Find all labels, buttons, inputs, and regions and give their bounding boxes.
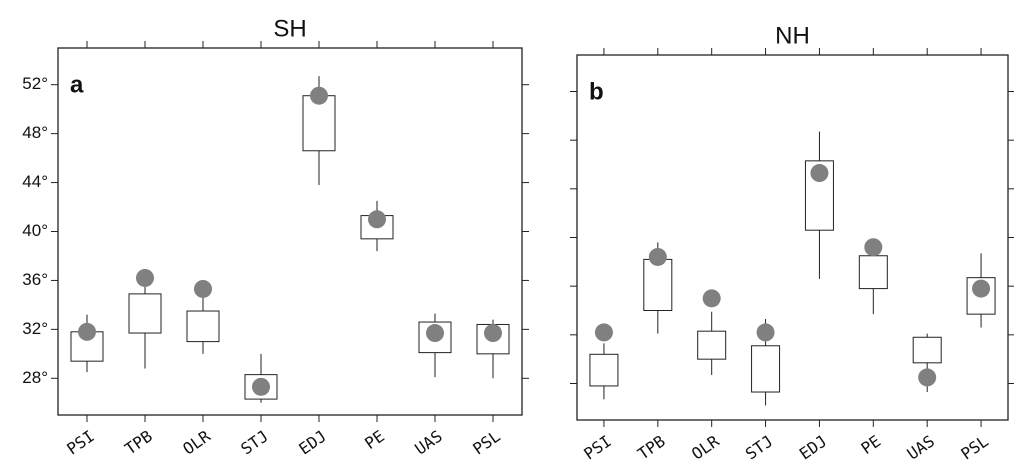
box bbox=[643, 258, 673, 311]
x-tick-label: EDJ bbox=[295, 426, 330, 458]
x-tick-label: UAS bbox=[903, 431, 938, 463]
box bbox=[302, 95, 336, 152]
x-tick-label: PSI bbox=[580, 431, 615, 463]
y-tick-label: 44° bbox=[22, 172, 48, 191]
box bbox=[858, 255, 888, 290]
marker bbox=[310, 86, 328, 105]
x-tick-label: PE bbox=[858, 431, 885, 458]
y-tick-label: 48° bbox=[22, 123, 48, 142]
box bbox=[697, 330, 727, 360]
marker bbox=[648, 247, 667, 266]
chart-title: NH bbox=[775, 22, 810, 49]
x-tick-label: TPB bbox=[634, 431, 669, 463]
x-tick-label: EDJ bbox=[796, 431, 831, 463]
x-tick-label: OLR bbox=[179, 426, 214, 458]
box bbox=[751, 345, 781, 393]
marker bbox=[252, 377, 270, 396]
panel-label: b bbox=[589, 78, 604, 105]
marker bbox=[368, 210, 386, 229]
box bbox=[912, 336, 942, 364]
marker bbox=[78, 322, 96, 341]
x-tick-label: PE bbox=[361, 426, 388, 453]
box bbox=[186, 310, 220, 343]
marker bbox=[918, 368, 937, 387]
y-tick-label: 32° bbox=[22, 319, 48, 338]
y-tick-label: 28° bbox=[22, 368, 48, 387]
plot-frame bbox=[57, 47, 523, 416]
x-tick-label: STJ bbox=[237, 426, 272, 458]
marker bbox=[972, 279, 991, 298]
marker bbox=[136, 268, 154, 287]
marker bbox=[484, 324, 502, 343]
y-tick-label: 36° bbox=[22, 270, 48, 289]
box bbox=[589, 353, 619, 387]
panel-label: a bbox=[70, 71, 84, 98]
marker bbox=[426, 324, 444, 343]
marker bbox=[594, 323, 613, 342]
marker bbox=[756, 323, 775, 342]
x-tick-label: PSL bbox=[469, 426, 504, 458]
x-tick-label: PSL bbox=[957, 431, 992, 463]
x-tick-label: UAS bbox=[411, 426, 446, 458]
plot-frame bbox=[576, 54, 1009, 421]
y-tick-label: 52° bbox=[22, 74, 48, 93]
x-tick-label: PSI bbox=[63, 426, 98, 458]
marker bbox=[864, 238, 883, 257]
y-tick-label: 40° bbox=[22, 221, 48, 240]
chart-title: SH bbox=[273, 15, 306, 42]
x-tick-label: STJ bbox=[742, 431, 777, 463]
marker bbox=[194, 279, 212, 298]
marker bbox=[810, 164, 829, 183]
box bbox=[128, 293, 162, 334]
x-tick-label: OLR bbox=[688, 431, 723, 463]
marker bbox=[702, 289, 721, 308]
x-tick-label: TPB bbox=[121, 426, 156, 458]
